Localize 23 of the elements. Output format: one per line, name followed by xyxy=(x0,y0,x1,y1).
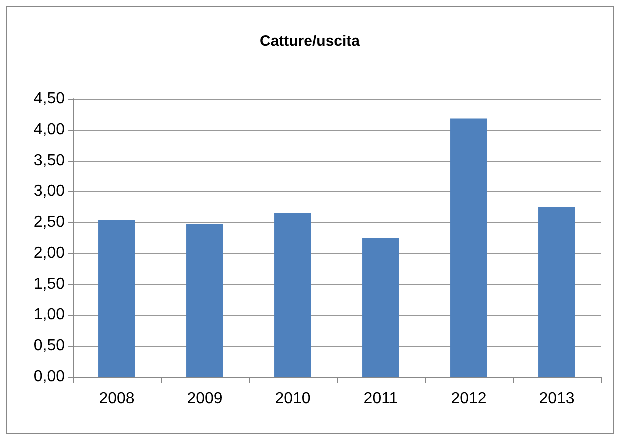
y-tick-label: 0,50 xyxy=(34,338,66,355)
x-tick-label: 2013 xyxy=(539,390,575,408)
y-tick-label: 1,00 xyxy=(34,306,66,324)
y-tick-label: 1,50 xyxy=(34,276,66,293)
bar xyxy=(98,220,136,377)
x-tick-label: 2010 xyxy=(275,390,311,408)
y-tick-label: 3,50 xyxy=(34,152,66,170)
bar xyxy=(538,207,576,377)
x-tick-label: 2012 xyxy=(451,390,487,408)
y-tick-label: 4,00 xyxy=(34,121,66,138)
bar xyxy=(362,238,400,377)
bar xyxy=(186,224,224,377)
bar xyxy=(274,213,312,377)
y-tick-label: 0,00 xyxy=(34,368,66,386)
x-tick-label: 2009 xyxy=(187,390,223,408)
x-tick-label: 2011 xyxy=(364,390,398,408)
y-tick-label: 2,00 xyxy=(34,244,66,262)
y-tick-label: 4,50 xyxy=(34,90,66,108)
y-tick-label: 2,50 xyxy=(34,214,66,232)
chart-title: Catture/uscita xyxy=(260,33,361,50)
y-tick-label: 3,00 xyxy=(34,183,66,200)
bar xyxy=(450,118,488,377)
x-tick-label: 2008 xyxy=(99,390,135,408)
